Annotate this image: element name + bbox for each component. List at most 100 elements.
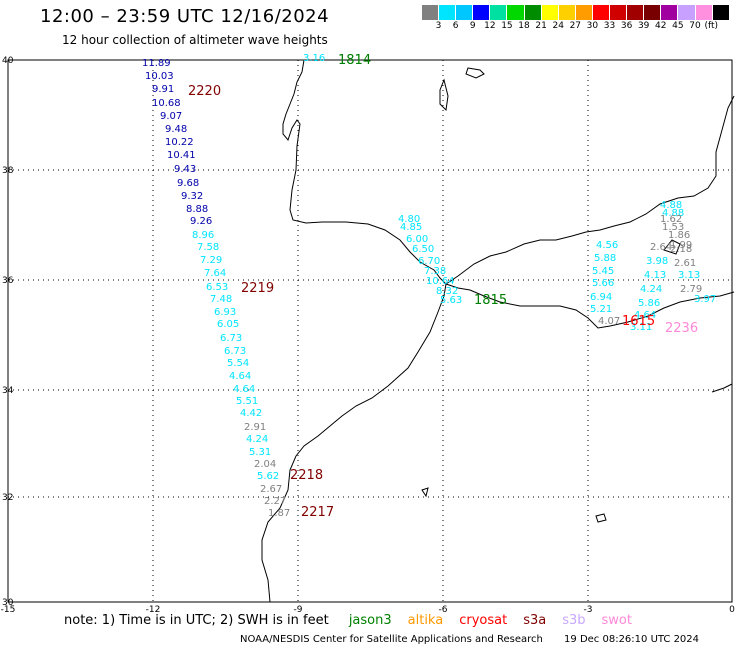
legend-tick-label: 27 [569,21,582,31]
wave-height-label: 8.96 [192,230,214,241]
wave-height-label: 5.54 [227,358,249,369]
legend-swatch [627,5,645,20]
wave-height-label: 3.13 [678,270,700,281]
legend-tick-label: 15 [501,21,513,31]
legend-swatch [644,5,662,20]
wave-height-label: 8.88 [186,204,208,215]
page-subtitle: 12 hour collection of altimeter wave hei… [62,33,328,47]
lat-tick-label: 30 [2,598,14,608]
satellite-legend: jason3 altika cryosat s3a s3b swot [339,613,638,628]
wave-height-label: 6.05 [217,319,239,330]
legend-swatch [524,5,542,20]
legend-swatch [558,5,576,20]
legend-tick-label: 9 [469,21,476,31]
wave-height-label: 4.07 [598,316,620,327]
wave-height-label: 4.42 [240,408,262,419]
coastline [445,95,735,285]
wave-height-label: 7.48 [210,294,232,305]
lat-tick-label: 36 [2,276,14,286]
legend-unit: (ft) [704,21,719,31]
coastline [261,283,447,603]
satellite-s3b: s3b [562,613,586,628]
coastline [465,67,485,79]
wave-height-label: 4.80 [398,214,420,225]
wave-height-label: 4.24 [246,434,268,445]
wave-height-label: 10.64 [426,276,455,287]
wave-height-label: 1.87 [268,508,290,519]
wave-height-label: 10.41 [167,150,196,161]
legend-tick-label: 6 [452,21,459,31]
legend-tick-label: 3 [435,21,442,31]
wave-height-label: 5.66 [592,278,614,289]
satellite-s3a: s3a [523,613,547,628]
pass-time-label: 2217 [301,505,334,520]
wave-height-label: 6.73 [224,346,246,357]
coastline [439,78,449,112]
wave-height-label: 5.45 [592,266,614,277]
map-frame [7,59,733,603]
wave-height-label: 6.00 [406,234,428,245]
wave-height-label: 5.86 [638,298,660,309]
wave-height-label: 7.29 [200,255,222,266]
wave-height-label: 2.27 [264,496,286,507]
wave-height-label: 4.64 [634,310,656,321]
wave-height-label: 5.31 [249,447,271,458]
footnote-text: note: 1) Time is in UTC; 2) SWH is in fe… [64,613,329,628]
wave-height-label: 3.11 [630,322,652,333]
legend-tick-label: 12 [484,21,496,31]
wave-height-label: 6.70 [418,256,440,267]
coastline [282,59,447,285]
legend-tick-label: 39 [637,21,650,31]
wave-height-label: 10.68 [152,98,181,109]
footnote: note: 1) Time is in UTC; 2) SWH is in fe… [64,613,644,628]
wave-height-label: 5.88 [594,253,616,264]
wave-height-label: 7.64 [204,268,226,279]
credits-timestamp: 19 Dec 08:26:10 UTC 2024 [564,634,700,645]
legend-swatch [575,5,593,20]
wave-height-label: 4.13 [644,270,666,281]
lat-tick-label: 32 [2,493,13,503]
credits-line: NOAA/NESDIS Center for Satellite Applica… [240,634,699,645]
wave-height-label: 4.64 [229,371,251,382]
wave-height-label: 4.85 [400,222,422,233]
wave-height-label: 4.56 [596,240,618,251]
pass-time-label: 2220 [188,84,221,99]
legend-tick-label: 33 [603,21,616,31]
coastline [445,283,735,329]
wave-height-label: 6.73 [220,333,242,344]
lat-tick-label: 34 [2,386,14,396]
legend-tick-label: 42 [655,21,667,31]
wave-height-label: 3.98 [646,256,668,267]
pass-time-label: 1814 [338,53,371,68]
wave-height-label: 3.97 [694,294,716,305]
wave-height-label: 6.94 [590,292,612,303]
wave-height-label: 1.53 [662,222,684,233]
coastline [421,487,429,498]
wave-height-label: 11.89 [142,58,171,69]
legend-swatch [712,5,730,20]
coastline [663,239,681,255]
wave-height-label: 2.61 [674,258,696,269]
wave-height-label: 10.22 [165,137,194,148]
legend-swatch [473,5,491,20]
coastline [711,383,733,393]
legend-swatch [456,5,474,20]
wave-height-label: 6.93 [214,307,236,318]
wave-height-label: 5.21 [590,304,612,315]
legend-tick-label: 36 [620,21,633,31]
pass-time-label: 1815 [474,293,507,308]
legend-tick-label: 70 [689,21,701,31]
legend-swatch [439,5,457,20]
satellite-cryosat: cryosat [459,613,508,628]
pass-time-label: 2218 [290,468,323,483]
pass-time-label: 2219 [241,281,274,296]
wave-height-label: 4.64 [233,384,255,395]
wave-height-label: 2.91 [244,422,266,433]
page-title: 12:00 – 23:59 UTC 12/16/2024 [40,6,330,27]
wave-height-label: 9.91 [152,84,174,95]
wave-height-label: 6.53 [206,282,228,293]
wave-height-label: 7.38 [424,266,446,277]
satellite-swot: swot [601,613,632,628]
wave-height-label: 2.04 [254,459,276,470]
